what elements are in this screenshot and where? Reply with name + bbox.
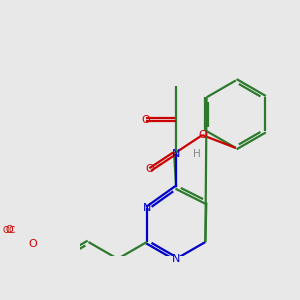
Text: O: O (198, 130, 207, 140)
Text: O: O (6, 225, 13, 235)
Text: N: N (143, 203, 151, 213)
Text: N: N (172, 148, 180, 159)
Text: O: O (141, 115, 150, 125)
Text: H: H (193, 148, 200, 159)
Text: N: N (172, 254, 180, 264)
Text: O: O (28, 239, 37, 249)
Text: OC: OC (3, 226, 16, 235)
Text: O: O (146, 164, 154, 175)
